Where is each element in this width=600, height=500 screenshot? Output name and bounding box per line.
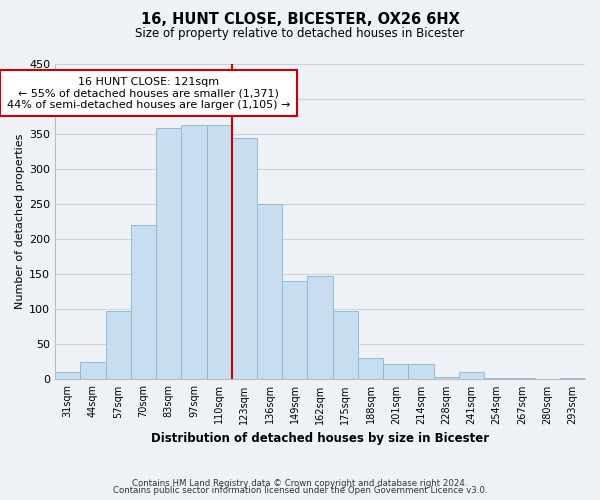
Bar	[383, 364, 409, 380]
Text: 16, HUNT CLOSE, BICESTER, OX26 6HX: 16, HUNT CLOSE, BICESTER, OX26 6HX	[140, 12, 460, 28]
Text: Contains HM Land Registry data © Crown copyright and database right 2024.: Contains HM Land Registry data © Crown c…	[132, 478, 468, 488]
Bar	[131, 225, 156, 380]
Bar	[307, 276, 332, 380]
Bar	[106, 310, 131, 380]
Bar	[560, 378, 585, 380]
Y-axis label: Number of detached properties: Number of detached properties	[15, 134, 25, 310]
Bar	[232, 138, 257, 380]
Bar	[257, 204, 282, 380]
Text: 16 HUNT CLOSE: 121sqm
← 55% of detached houses are smaller (1,371)
44% of semi-d: 16 HUNT CLOSE: 121sqm ← 55% of detached …	[7, 76, 290, 110]
Bar	[55, 372, 80, 380]
Bar	[80, 362, 106, 380]
Bar	[434, 376, 459, 380]
Bar	[484, 378, 509, 380]
Bar	[181, 125, 206, 380]
Bar	[509, 378, 535, 380]
Bar	[535, 378, 560, 380]
Bar	[358, 358, 383, 380]
Bar	[459, 372, 484, 380]
Bar	[282, 282, 307, 380]
Bar	[409, 364, 434, 380]
Bar	[332, 312, 358, 380]
X-axis label: Distribution of detached houses by size in Bicester: Distribution of detached houses by size …	[151, 432, 489, 445]
Text: Size of property relative to detached houses in Bicester: Size of property relative to detached ho…	[136, 28, 464, 40]
Text: Contains public sector information licensed under the Open Government Licence v3: Contains public sector information licen…	[113, 486, 487, 495]
Bar	[156, 128, 181, 380]
Bar	[206, 125, 232, 380]
